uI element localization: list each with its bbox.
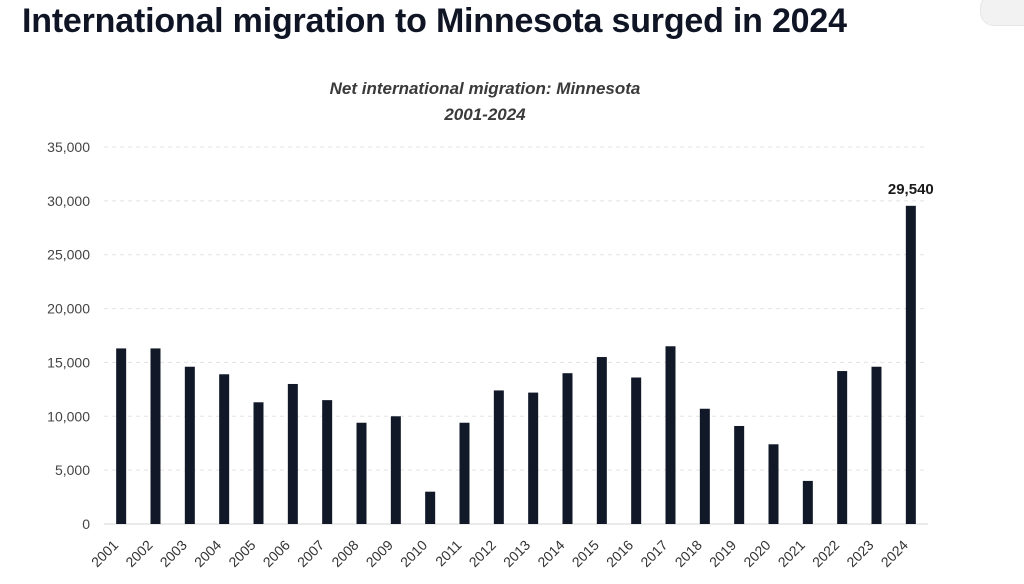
bar[interactable] <box>116 348 127 524</box>
y-tick-label: 20,000 <box>47 301 90 317</box>
bar[interactable] <box>287 383 298 524</box>
x-tick-label: 2024 <box>878 537 911 570</box>
bar[interactable] <box>631 377 642 524</box>
bar[interactable] <box>802 480 813 524</box>
corner-widget <box>980 0 1024 26</box>
bar[interactable] <box>253 402 264 524</box>
x-tick-label: 2011 <box>432 537 465 570</box>
x-tick-label: 2015 <box>569 537 602 570</box>
bar[interactable] <box>425 491 436 524</box>
x-tick-label: 2004 <box>191 537 224 570</box>
bar[interactable] <box>322 400 333 524</box>
x-tick-label: 2005 <box>225 537 258 570</box>
y-tick-label: 0 <box>82 516 90 532</box>
bar[interactable] <box>734 425 745 524</box>
x-tick-label: 2007 <box>294 537 327 570</box>
x-tick-label: 2016 <box>603 537 636 570</box>
y-tick-label: 5,000 <box>55 462 90 478</box>
bar[interactable] <box>699 408 710 524</box>
data-label: 29,540 <box>888 181 934 198</box>
chart-subtitle: 2001-2024 <box>444 105 526 124</box>
x-tick-label: 2008 <box>328 537 361 570</box>
x-tick-label: 2010 <box>397 537 430 570</box>
x-tick-label: 2001 <box>88 537 121 570</box>
headline: International migration to Minnesota sur… <box>22 2 847 40</box>
x-tick-label: 2020 <box>740 537 773 570</box>
bar[interactable] <box>493 390 504 524</box>
y-tick-label: 25,000 <box>47 247 90 263</box>
x-tick-label: 2006 <box>260 537 293 570</box>
x-tick-label: 2003 <box>157 537 190 570</box>
bar[interactable] <box>528 392 539 524</box>
x-tick-label: 2017 <box>637 537 670 570</box>
bar[interactable] <box>562 373 573 524</box>
bar[interactable] <box>596 357 607 524</box>
bar[interactable] <box>768 444 779 524</box>
y-tick-label: 35,000 <box>47 139 90 155</box>
x-tick-label: 2002 <box>122 537 155 570</box>
y-tick-label: 15,000 <box>47 354 90 370</box>
x-tick-label: 2013 <box>500 537 533 570</box>
x-tick-label: 2018 <box>672 537 705 570</box>
x-tick-label: 2023 <box>843 537 876 570</box>
bar[interactable] <box>150 348 161 524</box>
bar[interactable] <box>665 346 676 524</box>
bar[interactable] <box>871 366 882 524</box>
bar[interactable] <box>905 205 916 524</box>
x-tick-label: 2009 <box>363 537 396 570</box>
x-tick-label: 2021 <box>775 537 808 570</box>
bar[interactable] <box>390 416 401 524</box>
bar[interactable] <box>184 366 195 524</box>
y-tick-label: 10,000 <box>47 408 90 424</box>
x-tick-label: 2014 <box>534 537 567 570</box>
y-tick-label: 30,000 <box>47 193 90 209</box>
x-tick-label: 2019 <box>706 537 739 570</box>
x-tick-label: 2012 <box>466 537 499 570</box>
x-tick-label: 2022 <box>809 537 842 570</box>
bar[interactable] <box>837 371 848 524</box>
bar[interactable] <box>219 374 230 524</box>
chart-title: Net international migration: Minnesota <box>329 79 641 98</box>
bar[interactable] <box>459 422 470 524</box>
bar[interactable] <box>356 422 367 524</box>
